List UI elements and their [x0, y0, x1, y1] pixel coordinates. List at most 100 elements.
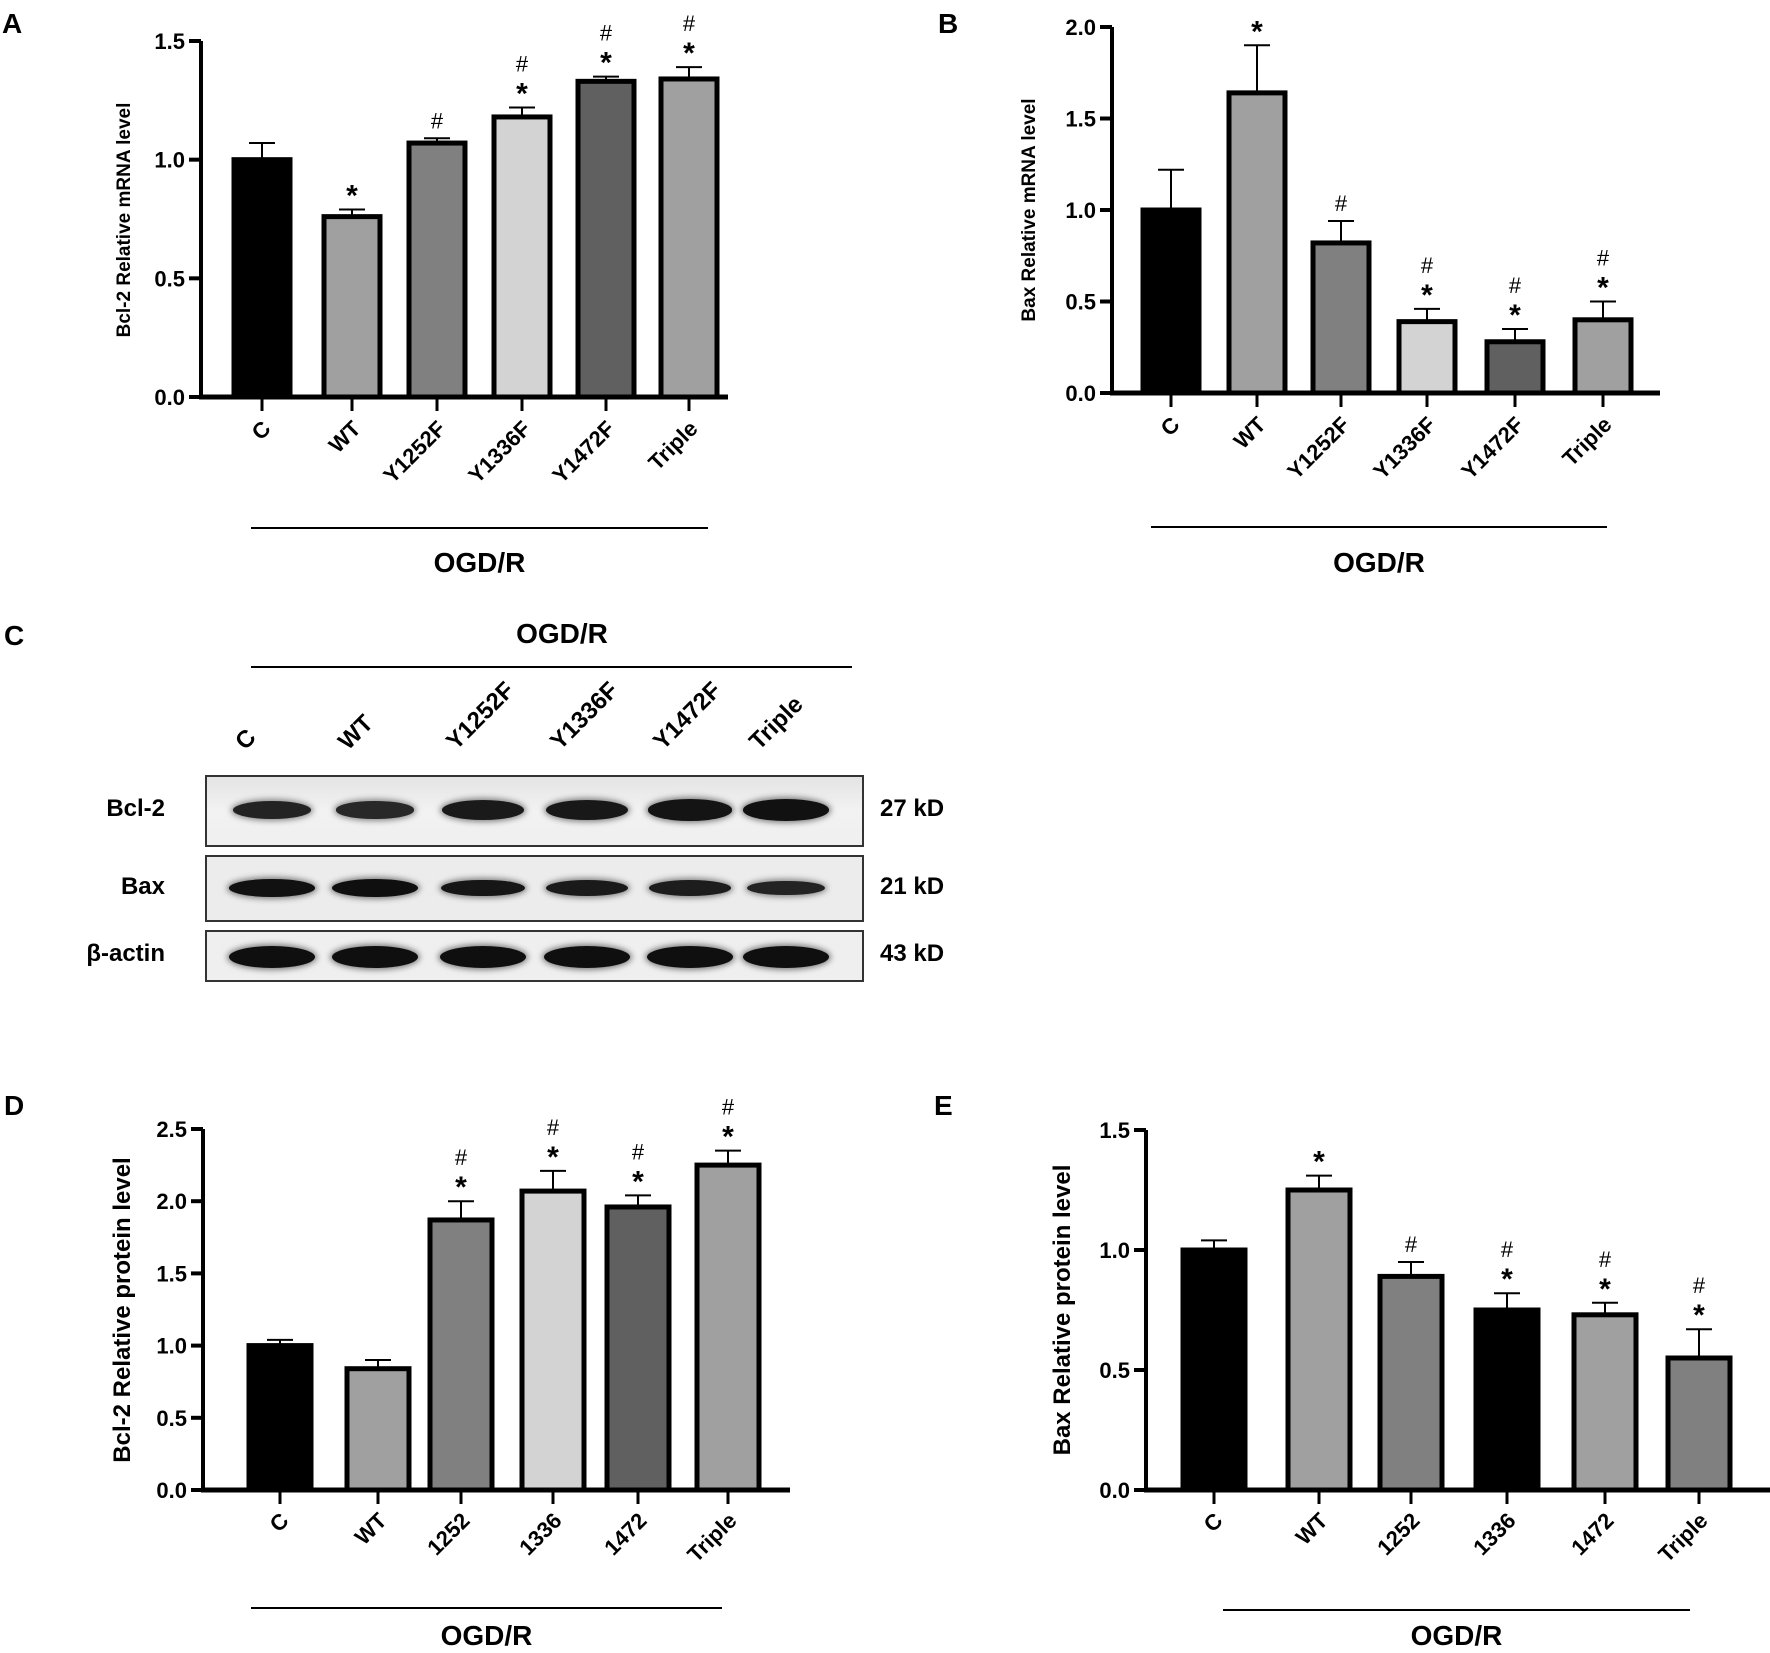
bar-triple — [658, 76, 720, 400]
y-tick-label: 1.5 — [1065, 107, 1096, 132]
significance-star: * — [632, 1165, 644, 1198]
x-tick-label: 1252 — [1372, 1508, 1424, 1560]
x-tick-label: 1472 — [1566, 1508, 1618, 1560]
bar-y1336f — [491, 114, 553, 400]
group-label: OGD/R — [441, 1620, 533, 1651]
bar-1252 — [427, 1217, 495, 1493]
y-tick-label: 2.5 — [156, 1117, 187, 1142]
blot-band — [647, 799, 733, 821]
y-tick-label: 0.0 — [156, 1478, 187, 1503]
significance-star: * — [1501, 1263, 1513, 1296]
significance-star: * — [516, 77, 528, 110]
blot-band — [440, 946, 526, 968]
y-tick-label: 2.0 — [1065, 15, 1096, 40]
bar-c — [1180, 1247, 1248, 1493]
y-axis-label: Bax Relative mRNA level — [1019, 98, 1040, 321]
y-tick-label: 0.0 — [1065, 381, 1096, 406]
x-tick-label: Triple — [1653, 1508, 1712, 1567]
y-tick-label: 1.5 — [156, 1261, 187, 1286]
bar-1252 — [1377, 1273, 1445, 1493]
x-tick-label: WT — [1291, 1507, 1333, 1549]
significance-hash: # — [431, 108, 444, 133]
bar-c — [231, 157, 293, 400]
significance-hash: # — [722, 1095, 735, 1120]
significance-hash: # — [547, 1115, 560, 1140]
significance-hash: # — [1597, 246, 1610, 271]
blot-band — [746, 880, 826, 896]
significance-hash: # — [1599, 1247, 1612, 1272]
group-label: OGD/R — [1411, 1620, 1503, 1651]
blot-size-label: 21 kD — [880, 872, 945, 900]
group-label: OGD/R — [1333, 547, 1425, 578]
y-tick-label: 0.0 — [154, 385, 185, 410]
significance-star: * — [346, 180, 358, 213]
group-label: OGD/R — [434, 547, 526, 578]
significance-hash: # — [1405, 1232, 1418, 1257]
blot-band — [336, 801, 414, 819]
bar-1336 — [1473, 1307, 1541, 1493]
significance-star: * — [455, 1171, 467, 1204]
blot-band — [229, 946, 315, 968]
bar-y1472f — [1484, 339, 1546, 396]
blot-band — [546, 879, 628, 897]
blot-band — [544, 946, 630, 968]
blot-band — [647, 946, 733, 968]
significance-hash: # — [1421, 253, 1434, 278]
significance-hash: # — [1509, 273, 1522, 298]
bar-c — [246, 1343, 314, 1493]
blot-size-label: 27 kD — [880, 795, 945, 822]
panel-label-c: C — [4, 620, 25, 651]
significance-hash: # — [1335, 191, 1348, 216]
significance-hash: # — [455, 1145, 468, 1170]
panel-label-e: E — [934, 1090, 953, 1121]
significance-hash: # — [1501, 1237, 1514, 1262]
blot-band — [441, 879, 525, 897]
significance-star: * — [683, 37, 695, 70]
significance-hash: # — [516, 51, 529, 76]
blot-strip-bax — [205, 855, 864, 922]
y-tick-label: 0.5 — [1065, 290, 1096, 315]
blot-strip-bcl2 — [205, 775, 864, 847]
panel-label-d: D — [4, 1090, 25, 1121]
bar-y1252f — [1310, 240, 1372, 396]
blot-row-label: Bax — [120, 872, 165, 900]
y-tick-label: 1.0 — [1065, 198, 1096, 223]
blot-band — [332, 946, 418, 968]
significance-star: * — [1251, 15, 1263, 48]
significance-hash: # — [683, 11, 696, 36]
x-tick-label: C — [1199, 1508, 1228, 1537]
significance-star: * — [1597, 272, 1609, 305]
blot-band — [332, 879, 418, 897]
y-axis-label: Bax Relative protein level — [1049, 1165, 1076, 1456]
bar-wt — [1285, 1187, 1353, 1493]
y-tick-label: 2.0 — [156, 1189, 187, 1214]
blot-size-label: 43 kD — [880, 940, 945, 967]
y-tick-label: 1.5 — [1099, 1118, 1130, 1143]
blot-band — [743, 946, 829, 968]
blot-strip-actin — [205, 930, 864, 982]
blot-group-line — [251, 666, 852, 668]
significance-star: * — [1693, 1299, 1705, 1332]
significance-star: * — [600, 47, 612, 80]
blot-band — [649, 880, 731, 896]
significance-star: * — [722, 1121, 734, 1154]
blot-band — [229, 879, 315, 897]
y-tick-label: 1.5 — [154, 29, 185, 54]
significance-star: * — [1421, 279, 1433, 312]
x-tick-label: 1336 — [1468, 1508, 1520, 1560]
bar-1472 — [1571, 1312, 1639, 1493]
blot-band — [442, 800, 524, 820]
significance-star: * — [1599, 1273, 1611, 1306]
blot-row-label: Bcl-2 — [106, 795, 165, 822]
panel-label-a: A — [2, 8, 23, 39]
y-tick-label: 0.5 — [154, 266, 185, 291]
bar-y1336f — [1396, 319, 1458, 396]
blot-band — [545, 799, 629, 821]
bar-y1472f — [575, 78, 637, 400]
y-tick-label: 0.5 — [1099, 1358, 1130, 1383]
y-tick-label: 1.0 — [156, 1334, 187, 1359]
y-tick-label: 0.5 — [156, 1406, 187, 1431]
